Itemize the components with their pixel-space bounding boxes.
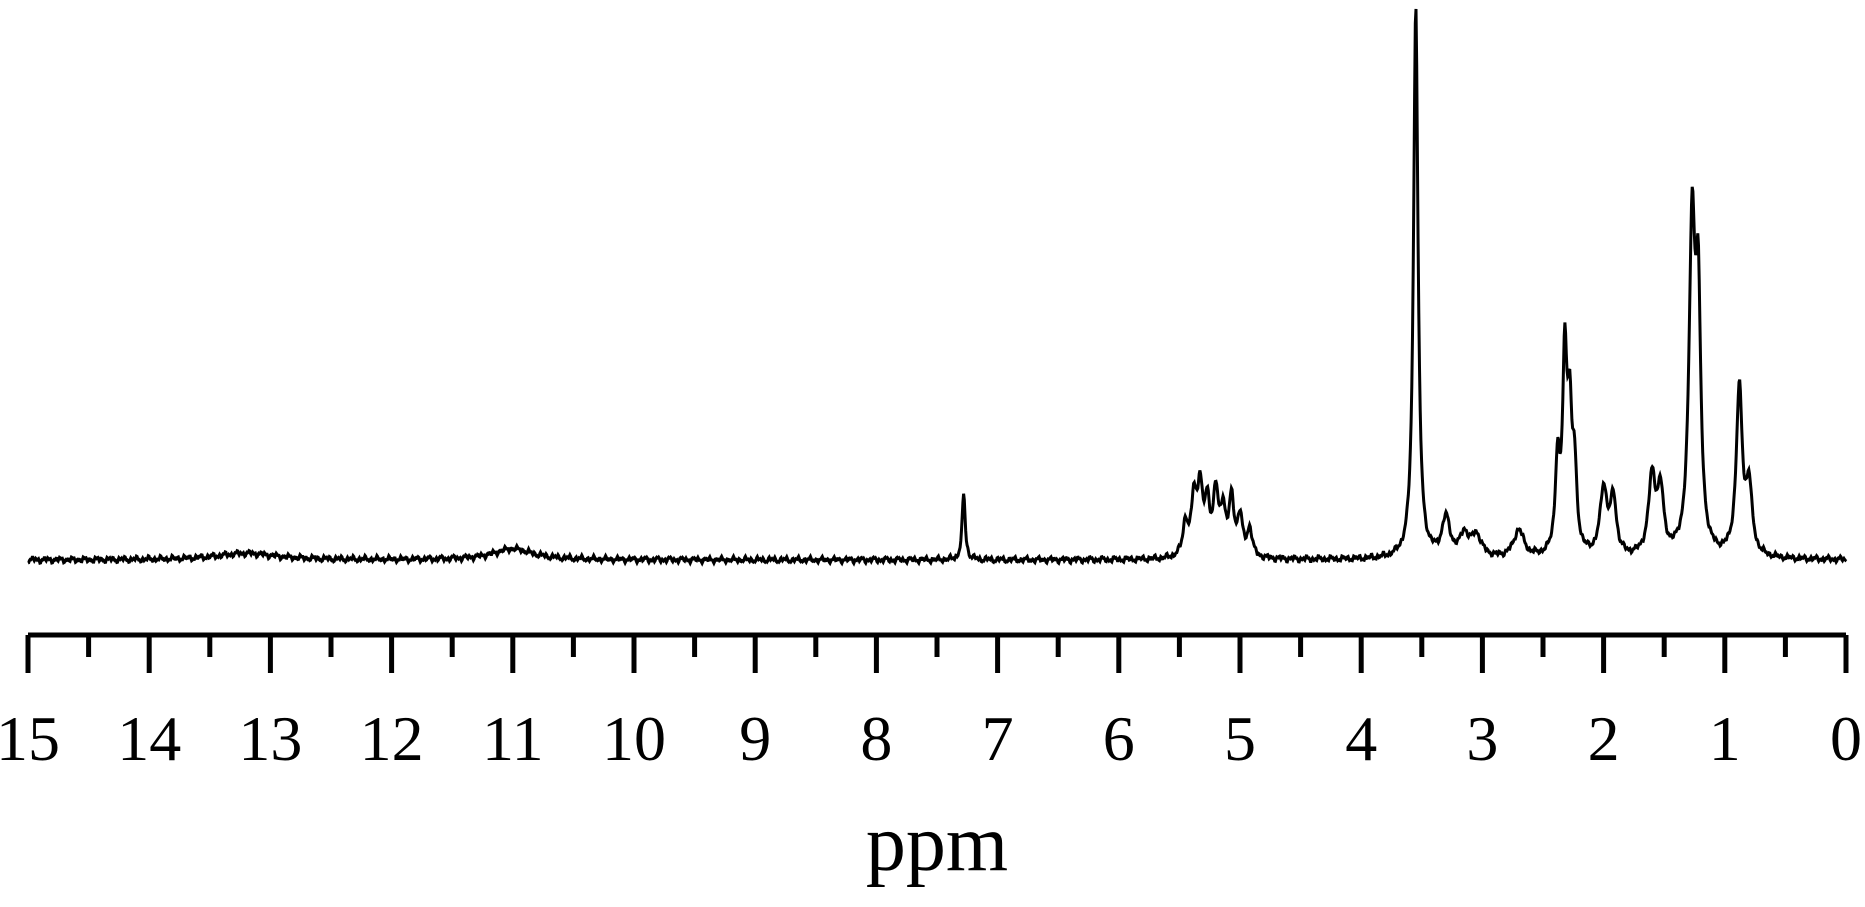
x-tick-label: 4 [1345, 703, 1377, 774]
x-tick-label: 3 [1466, 703, 1498, 774]
x-tick-label: 0 [1830, 703, 1862, 774]
x-tick-label: 2 [1588, 703, 1620, 774]
nmr-spectrum-figure: 1514131211109876543210 ppm [0, 0, 1865, 907]
nmr-spectrum-svg: 1514131211109876543210 ppm [0, 0, 1865, 907]
x-tick-label: 6 [1103, 703, 1135, 774]
x-tick-label: 13 [238, 703, 302, 774]
x-tick-label: 12 [360, 703, 424, 774]
x-tick-label: 1 [1709, 703, 1741, 774]
x-axis-tick-labels: 1514131211109876543210 [0, 703, 1862, 774]
x-tick-label: 10 [602, 703, 666, 774]
x-tick-label: 7 [982, 703, 1014, 774]
x-tick-label: 5 [1224, 703, 1256, 774]
x-tick-label: 15 [0, 703, 60, 774]
x-tick-label: 14 [117, 703, 181, 774]
x-tick-label: 8 [860, 703, 892, 774]
x-axis-ticks [28, 635, 1846, 673]
spectrum-trace [28, 9, 1846, 563]
x-axis-label: ppm [866, 800, 1008, 888]
x-tick-label: 11 [482, 703, 544, 774]
x-tick-label: 9 [739, 703, 771, 774]
